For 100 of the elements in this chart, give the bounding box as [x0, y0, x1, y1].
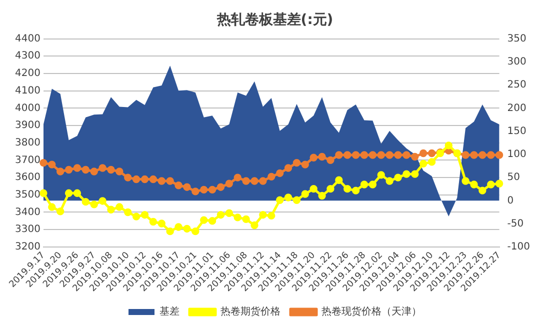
point	[335, 151, 343, 159]
point	[98, 164, 106, 172]
point	[444, 142, 453, 150]
point	[386, 151, 394, 159]
point	[478, 151, 486, 159]
point	[216, 210, 225, 219]
y-tick-label: 4100	[14, 85, 40, 96]
y-tick-label: 4000	[14, 102, 40, 114]
point	[250, 177, 258, 185]
y2-tick-label: 0	[507, 195, 514, 206]
legend-label: 热卷现货价格（天津）	[322, 306, 422, 318]
point	[82, 198, 90, 206]
point	[462, 177, 470, 185]
y2-tick-label: -100	[507, 242, 530, 253]
point	[73, 189, 82, 198]
point	[149, 218, 158, 226]
y-tick-label: 4400	[14, 33, 40, 44]
point	[40, 158, 48, 167]
point	[402, 170, 410, 178]
point	[428, 149, 436, 158]
y-tick-label: 3400	[14, 206, 40, 218]
y2-tick-label: 200	[507, 102, 526, 114]
point	[90, 200, 98, 208]
point	[478, 186, 486, 194]
point	[124, 208, 132, 216]
point	[166, 227, 174, 236]
point	[183, 183, 191, 191]
y2-tick-label: 150	[507, 126, 526, 137]
point	[107, 166, 115, 174]
point	[48, 160, 56, 168]
point	[335, 176, 343, 184]
point	[140, 175, 149, 184]
point	[368, 180, 377, 188]
point	[140, 210, 149, 219]
point	[411, 152, 419, 161]
point	[386, 177, 394, 185]
y2-tick-label: 300	[507, 56, 526, 68]
point	[470, 151, 478, 159]
point	[394, 151, 402, 159]
y-tick-label: 3900	[14, 120, 40, 132]
point	[411, 170, 419, 178]
point	[310, 154, 318, 162]
point	[326, 184, 334, 193]
point	[352, 186, 360, 194]
point	[368, 151, 377, 159]
point	[200, 216, 208, 224]
point	[428, 158, 436, 166]
point	[259, 177, 267, 185]
legend-label: 基差	[160, 306, 180, 318]
point	[394, 174, 402, 182]
point	[242, 215, 250, 224]
point	[242, 177, 250, 185]
point	[487, 180, 495, 188]
point	[174, 182, 182, 190]
point	[174, 223, 182, 231]
point	[259, 210, 267, 219]
point	[48, 203, 56, 211]
chart-title: 热轧卷板基差(:元)	[216, 12, 334, 28]
point	[318, 152, 326, 161]
point	[292, 158, 301, 167]
point	[234, 214, 242, 222]
point	[56, 168, 64, 176]
point	[344, 151, 352, 159]
point	[250, 221, 258, 230]
y-tick-label: 3700	[14, 154, 40, 166]
point	[192, 188, 200, 196]
point	[166, 177, 174, 185]
point	[192, 227, 200, 236]
point	[107, 206, 115, 214]
y-tick-label: 4300	[14, 50, 40, 62]
point	[56, 208, 64, 216]
point	[200, 186, 208, 194]
y-tick-label: 3500	[14, 189, 40, 200]
point	[268, 172, 276, 181]
point	[64, 189, 73, 198]
y2-tick-label: 250	[507, 80, 526, 91]
point	[216, 183, 225, 191]
point	[40, 189, 48, 198]
point	[73, 164, 82, 172]
point	[132, 212, 140, 220]
y-tick-label: 3600	[14, 172, 40, 184]
point	[276, 169, 284, 178]
y2-tick-label: 350	[507, 33, 526, 44]
point	[470, 180, 478, 188]
y2-tick-label: 50	[507, 172, 520, 184]
point	[495, 151, 504, 159]
point	[225, 180, 234, 188]
point	[352, 151, 360, 159]
point	[124, 174, 132, 182]
point	[98, 197, 106, 205]
point	[326, 156, 334, 164]
point	[116, 168, 124, 176]
point	[402, 151, 410, 159]
point	[158, 177, 166, 185]
point	[318, 192, 326, 200]
point	[495, 180, 504, 188]
point	[344, 184, 352, 193]
point	[284, 194, 292, 202]
point	[225, 209, 234, 217]
point	[82, 166, 90, 174]
